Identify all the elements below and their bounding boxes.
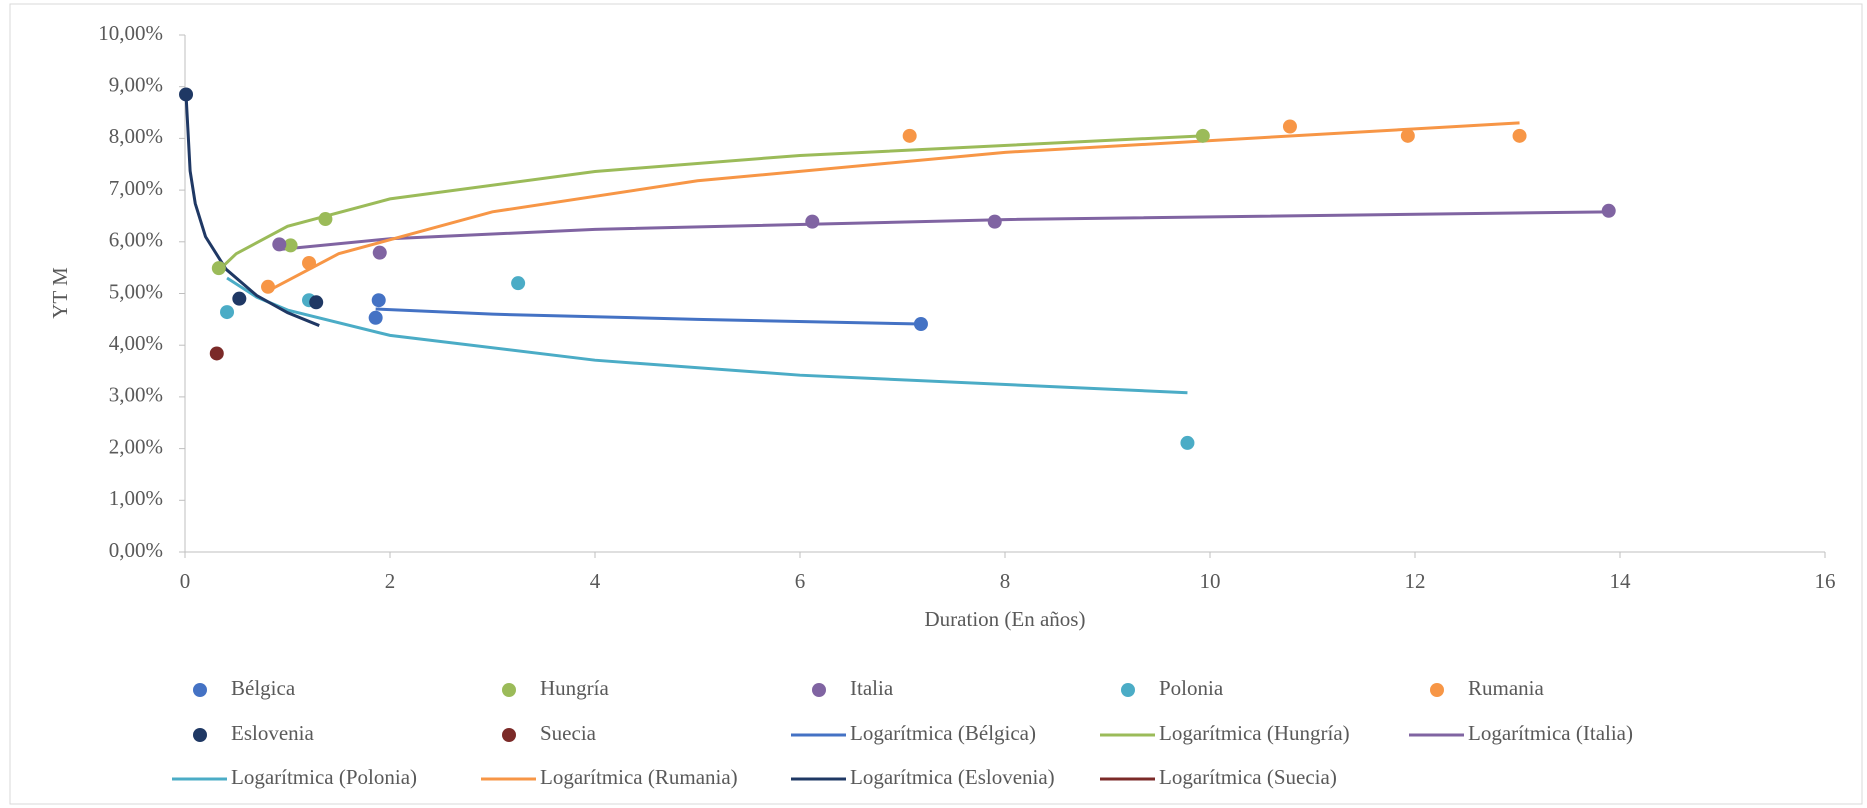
- trend-line: [279, 210, 1609, 252]
- legend-label: Rumania: [1468, 676, 1544, 700]
- legend-marker: [502, 683, 516, 697]
- scatter-point: [987, 214, 1002, 229]
- scatter-point: [272, 237, 287, 252]
- scatter-point: [283, 238, 298, 253]
- legend-marker: [812, 683, 826, 697]
- x-tick-label: 2: [385, 569, 396, 593]
- trend-line: [375, 307, 921, 326]
- x-tick-label: 6: [795, 569, 806, 593]
- x-tick-label: 4: [590, 569, 601, 593]
- x-tick-label: 0: [180, 569, 191, 593]
- legend-label: Italia: [850, 676, 894, 700]
- y-tick-label: 0,00%: [109, 538, 163, 562]
- legend-label: Suecia: [540, 721, 597, 745]
- x-tick-label: 12: [1405, 569, 1426, 593]
- scatter-point: [302, 255, 317, 270]
- y-tick-label: 3,00%: [109, 383, 163, 407]
- legend-label: Logarítmica (Italia): [1468, 721, 1633, 745]
- legend-label: Logarítmica (Eslovenia): [850, 765, 1055, 789]
- scatter-point: [1195, 128, 1210, 143]
- legend-marker: [1121, 683, 1135, 697]
- trend-line: [267, 121, 1520, 293]
- y-tick-label: 7,00%: [109, 176, 163, 200]
- legend-label: Hungría: [540, 676, 609, 700]
- trend-line: [184, 94, 320, 327]
- legend-label: Logarítmica (Polonia): [231, 765, 417, 789]
- scatter-point: [1512, 128, 1527, 143]
- scatter-point: [232, 291, 247, 306]
- scatter-point: [368, 310, 383, 325]
- scatter-point: [511, 276, 526, 291]
- x-tick-label: 14: [1610, 569, 1632, 593]
- scatter-point: [318, 212, 333, 227]
- y-tick-label: 2,00%: [109, 434, 163, 458]
- y-tick-label: 6,00%: [109, 228, 163, 252]
- scatter-point: [1282, 119, 1297, 134]
- trend-line: [217, 134, 1203, 272]
- y-axis-label: YT M: [48, 267, 72, 319]
- legend-marker: [1430, 683, 1444, 697]
- scatter-point: [805, 214, 820, 229]
- scatter-point: [1180, 435, 1195, 450]
- scatter-point: [371, 293, 386, 308]
- legend-label: Logarítmica (Hungría): [1159, 721, 1350, 745]
- x-tick-label: 8: [1000, 569, 1011, 593]
- x-axis-label: Duration (En años): [925, 607, 1086, 631]
- scatter-point: [220, 305, 235, 320]
- scatter-point: [261, 279, 276, 294]
- x-tick-label: 16: [1815, 569, 1836, 593]
- y-tick-label: 9,00%: [109, 73, 163, 97]
- legend-marker: [193, 683, 207, 697]
- legend-label: Logarítmica (Rumania): [540, 765, 738, 789]
- legend-label: Logarítmica (Bélgica): [850, 721, 1036, 745]
- scatter-point: [211, 261, 226, 276]
- scatter-point: [913, 317, 928, 332]
- legend-label: Polonia: [1159, 676, 1224, 700]
- legend-label: Logarítmica (Suecia): [1159, 765, 1337, 789]
- scatter-point: [209, 346, 224, 361]
- scatter-point: [1601, 203, 1616, 218]
- y-tick-label: 10,00%: [98, 21, 163, 45]
- scatter-point: [902, 128, 917, 143]
- chart-frame: [9, 3, 1863, 805]
- scatter-point: [179, 87, 194, 102]
- scatter-point: [372, 245, 387, 260]
- y-tick-label: 5,00%: [109, 279, 163, 303]
- scatter-point: [1400, 128, 1415, 143]
- x-tick-label: 10: [1200, 569, 1221, 593]
- legend-marker: [502, 728, 516, 742]
- y-tick-label: 8,00%: [109, 124, 163, 148]
- legend-label: Eslovenia: [231, 721, 314, 745]
- legend-marker: [193, 728, 207, 742]
- y-tick-label: 1,00%: [109, 486, 163, 510]
- scatter-point: [309, 295, 324, 310]
- legend-label: Bélgica: [231, 676, 296, 700]
- y-tick-label: 4,00%: [109, 331, 163, 355]
